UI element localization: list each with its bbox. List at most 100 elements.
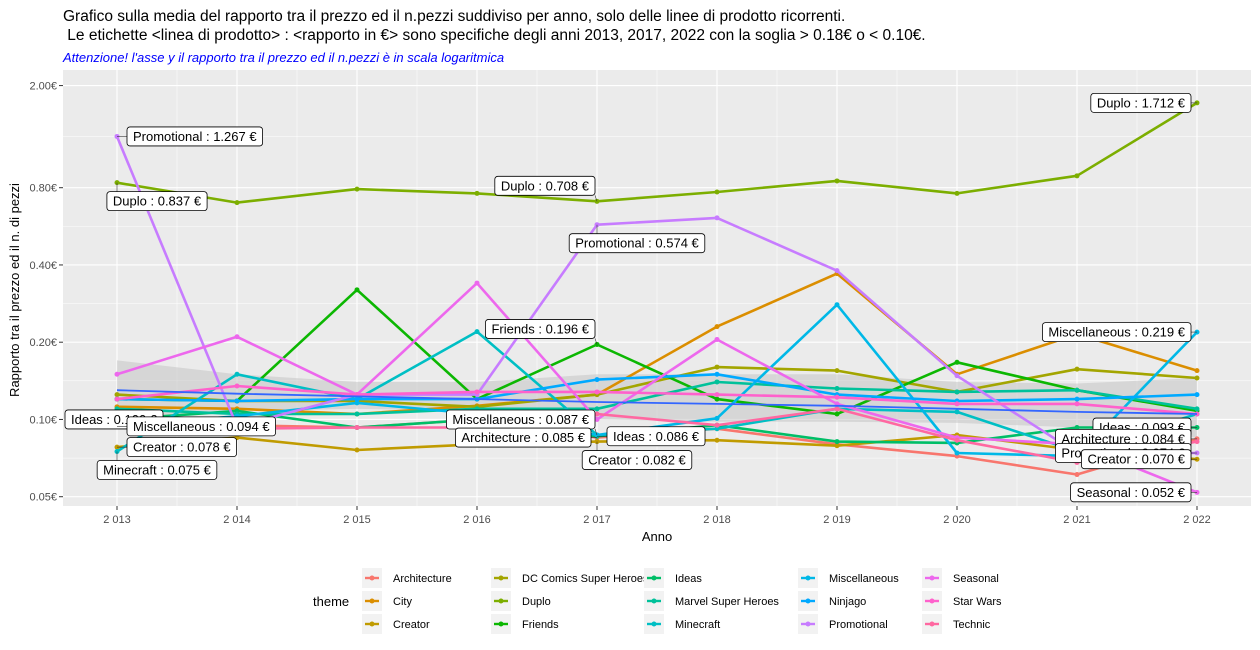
legend-label: Star Wars xyxy=(953,596,1002,608)
x-tick-label: 2 013 xyxy=(103,514,131,526)
axis-layer: 0.05€ 0.10€ 0.20€ 0.40€ 0.80€ 2.00€ 2 013 2 014… xyxy=(29,81,1210,526)
data-point xyxy=(354,411,360,417)
legend-point-swatch xyxy=(498,621,504,627)
legend-label: Technic xyxy=(953,619,991,631)
value-label: Duplo : 1.712 € xyxy=(1090,93,1197,113)
value-label: Duplo : 0.708 € xyxy=(494,175,598,202)
data-point xyxy=(1074,387,1080,393)
value-label-box xyxy=(126,437,237,458)
data-point xyxy=(714,392,720,398)
data-point xyxy=(714,415,720,421)
value-label-box xyxy=(568,233,706,254)
value-label-text: Creator : 0.082 € xyxy=(588,453,686,468)
legend-label: Creator xyxy=(393,619,430,631)
value-label-text: Duplo : 0.708 € xyxy=(501,178,590,193)
data-point xyxy=(834,386,840,392)
legend: theme Architecture City Creator DC Comics S… xyxy=(313,568,1002,634)
series-line xyxy=(116,281,1198,494)
value-label-box xyxy=(606,426,706,447)
value-label-text: Minecraft : 0.075 € xyxy=(103,463,211,478)
value-label-text: Miscellaneous : 0.087 € xyxy=(452,412,589,427)
series-line xyxy=(116,384,1198,416)
series-line xyxy=(116,407,1198,464)
data-point xyxy=(1194,368,1200,374)
series-line xyxy=(115,136,1197,455)
data-point xyxy=(594,406,600,412)
value-label-text: Creator : 0.070 € xyxy=(1087,452,1185,467)
data-point xyxy=(354,400,360,406)
legend-item-ideas: Ideas xyxy=(644,568,702,588)
value-label-text: Architecture : 0.084 € xyxy=(1061,431,1185,446)
data-point xyxy=(1194,406,1200,412)
value-label-text: Miscellaneous : 0.219 € xyxy=(1048,325,1185,340)
legend-point-swatch xyxy=(651,621,657,627)
data-point xyxy=(594,377,600,383)
legend-item-dc-comics-super-heroes: DC Comics Super Heroes xyxy=(491,568,649,588)
chart-subtitle: Attenzione! l'asse y il rapporto tra il … xyxy=(63,50,505,65)
legend-item-miscellaneous: Miscellaneous xyxy=(798,568,899,588)
value-label: Seasonal : 0.052 € xyxy=(1070,482,1197,503)
value-label: Creator : 0.082 € xyxy=(581,441,693,470)
data-point xyxy=(234,200,240,206)
data-point xyxy=(954,359,960,365)
legend-point-swatch xyxy=(929,598,935,604)
legend-item-friends: Friends xyxy=(491,614,559,634)
legend-item-ninjago: Ninjago xyxy=(798,591,866,611)
legend-label: DC Comics Super Heroes xyxy=(522,573,649,585)
value-label-text: Promotional : 1.267 € xyxy=(133,129,257,144)
data-point xyxy=(114,396,120,402)
x-tick-label: 2 014 xyxy=(223,514,251,526)
legend-item-marvel-super-heroes: Marvel Super Heroes xyxy=(644,591,779,611)
data-point xyxy=(954,190,960,196)
value-label-box xyxy=(1081,449,1192,470)
trend-line-layer xyxy=(116,389,1198,415)
x-tick-label: 2 015 xyxy=(343,514,371,526)
data-point xyxy=(714,215,720,221)
value-label-text: Ideas : 0.086 € xyxy=(613,429,700,444)
annotation-layer: Promotional : 1.267 € Duplo : 0.837 € Idea… xyxy=(64,93,1197,503)
legend-label: Friends xyxy=(522,619,559,631)
data-point xyxy=(234,398,240,404)
trend-ribbon-layer xyxy=(117,360,1197,438)
value-label: Creator : 0.078 € xyxy=(117,437,237,458)
value-label: Creator : 0.070 € xyxy=(1081,449,1197,470)
legend-point-swatch xyxy=(805,575,811,581)
data-point xyxy=(834,443,840,449)
legend-point-swatch xyxy=(369,598,375,604)
data-point xyxy=(1074,472,1080,478)
data-point xyxy=(1194,411,1200,417)
value-label-leader xyxy=(594,195,598,202)
y-tick-label: 0.80€ xyxy=(29,183,57,195)
trend-confidence-ribbon xyxy=(117,360,1197,438)
series-line xyxy=(116,380,1198,416)
x-tick-label: 2 021 xyxy=(1063,514,1091,526)
data-point xyxy=(474,329,480,335)
legend-label: Promotional xyxy=(829,619,888,631)
data-point xyxy=(714,426,720,432)
data-point xyxy=(714,422,720,428)
data-point xyxy=(834,394,840,400)
data-point xyxy=(954,409,960,415)
data-point xyxy=(834,406,840,412)
value-label: Miscellaneous : 0.094 € xyxy=(117,416,276,437)
value-label-box xyxy=(106,191,208,212)
legend-label: Minecraft xyxy=(675,619,720,631)
data-point xyxy=(714,336,720,342)
x-tick-label: 2 019 xyxy=(823,514,851,526)
legend-item-promotional: Promotional xyxy=(798,614,888,634)
data-point xyxy=(834,368,840,374)
data-point xyxy=(594,416,600,422)
data-point xyxy=(834,439,840,445)
value-label-box xyxy=(494,175,596,196)
data-point xyxy=(354,425,360,431)
data-point xyxy=(1194,392,1200,398)
data-point xyxy=(834,178,840,184)
chart-title-line-2: Le etichette <linea di prodotto> : <rapp… xyxy=(63,27,926,44)
data-point xyxy=(1074,366,1080,372)
legend-label: City xyxy=(393,596,412,608)
data-point xyxy=(834,268,840,274)
legend-item-technic: Technic xyxy=(922,614,991,634)
value-label-text: Architecture : 0.085 € xyxy=(461,430,585,445)
data-point xyxy=(354,287,360,293)
x-tick-label: 2 017 xyxy=(583,514,611,526)
